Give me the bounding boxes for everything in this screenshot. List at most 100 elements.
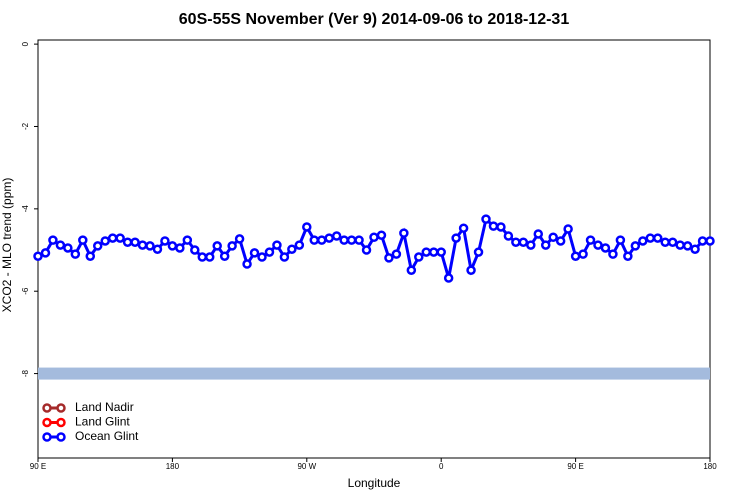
point bbox=[234, 234, 245, 244]
point bbox=[264, 247, 275, 257]
point bbox=[190, 245, 200, 255]
point bbox=[122, 237, 133, 247]
point bbox=[496, 222, 506, 232]
x-tick-label: 90 E bbox=[30, 462, 46, 471]
point bbox=[219, 251, 230, 261]
chart-title: 60S-55S November (Ver 9) 2014-09-06 to 2… bbox=[179, 11, 570, 28]
point bbox=[600, 243, 611, 253]
point bbox=[376, 230, 387, 240]
point bbox=[481, 214, 491, 224]
point bbox=[70, 249, 81, 259]
point bbox=[204, 252, 215, 262]
x-tick-label: 180 bbox=[703, 462, 717, 471]
point bbox=[458, 223, 469, 233]
legend-label: Ocean Glint bbox=[75, 429, 139, 443]
point bbox=[421, 247, 432, 257]
point bbox=[100, 236, 110, 246]
legend-marker bbox=[56, 403, 66, 413]
point bbox=[197, 252, 208, 262]
point bbox=[645, 233, 656, 243]
point bbox=[279, 252, 290, 262]
point bbox=[92, 241, 103, 251]
point bbox=[697, 236, 708, 246]
point bbox=[667, 237, 678, 247]
point bbox=[473, 247, 484, 257]
point bbox=[78, 235, 88, 245]
point bbox=[406, 265, 417, 275]
point bbox=[63, 243, 73, 253]
point bbox=[682, 241, 693, 251]
point bbox=[555, 236, 566, 246]
point bbox=[675, 240, 685, 250]
point bbox=[570, 251, 581, 261]
point bbox=[85, 251, 96, 261]
point bbox=[249, 248, 260, 258]
point bbox=[182, 235, 193, 245]
point bbox=[690, 244, 700, 254]
point bbox=[272, 240, 282, 250]
point bbox=[443, 273, 454, 283]
point bbox=[48, 235, 58, 245]
point bbox=[302, 222, 312, 232]
point bbox=[623, 251, 633, 261]
legend-label: Land Nadir bbox=[75, 400, 134, 414]
point bbox=[107, 233, 118, 243]
point bbox=[526, 240, 536, 250]
point bbox=[518, 237, 529, 247]
point bbox=[316, 235, 327, 245]
reference-band bbox=[38, 367, 710, 380]
y-tick-label: -6 bbox=[21, 287, 30, 295]
point bbox=[346, 235, 357, 245]
point bbox=[167, 241, 178, 251]
point bbox=[361, 245, 372, 255]
point bbox=[585, 235, 596, 245]
x-tick-label: 90 E bbox=[567, 462, 583, 471]
point bbox=[548, 232, 558, 243]
point bbox=[40, 248, 51, 258]
y-tick-label: -4 bbox=[21, 205, 30, 213]
legend-marker bbox=[42, 417, 52, 428]
point bbox=[145, 241, 155, 251]
point bbox=[391, 249, 402, 259]
point bbox=[331, 231, 342, 241]
plot-frame bbox=[37, 39, 711, 459]
point bbox=[660, 237, 670, 247]
legend-marker bbox=[42, 432, 52, 442]
point bbox=[160, 236, 170, 246]
point bbox=[227, 241, 237, 251]
point bbox=[354, 235, 364, 245]
x-axis-label: Longitude bbox=[348, 476, 401, 490]
point bbox=[212, 241, 222, 251]
legend-marker bbox=[56, 432, 66, 442]
point bbox=[451, 233, 461, 243]
point bbox=[414, 252, 424, 262]
x-tick-label: 90 W bbox=[297, 462, 316, 471]
point bbox=[287, 244, 297, 254]
point bbox=[608, 249, 618, 259]
point bbox=[593, 240, 603, 250]
point bbox=[638, 236, 648, 246]
point bbox=[294, 240, 305, 250]
point bbox=[615, 235, 626, 245]
point bbox=[578, 249, 588, 259]
point bbox=[466, 265, 476, 275]
point bbox=[705, 236, 715, 246]
point bbox=[630, 241, 641, 251]
point bbox=[115, 233, 125, 243]
legend-label: Land Glint bbox=[75, 415, 130, 429]
point bbox=[33, 251, 43, 261]
y-tick-label: -2 bbox=[21, 122, 30, 130]
point bbox=[428, 247, 439, 257]
point bbox=[384, 253, 394, 263]
x-tick-label: 180 bbox=[166, 462, 180, 471]
point bbox=[369, 232, 379, 243]
point bbox=[436, 247, 446, 257]
point bbox=[137, 240, 148, 250]
point bbox=[540, 240, 551, 250]
point bbox=[130, 237, 140, 247]
point bbox=[257, 252, 267, 262]
y-axis-label: XCO2 - MLO trend (ppm) bbox=[0, 178, 14, 313]
point bbox=[503, 231, 514, 241]
point bbox=[652, 233, 663, 243]
